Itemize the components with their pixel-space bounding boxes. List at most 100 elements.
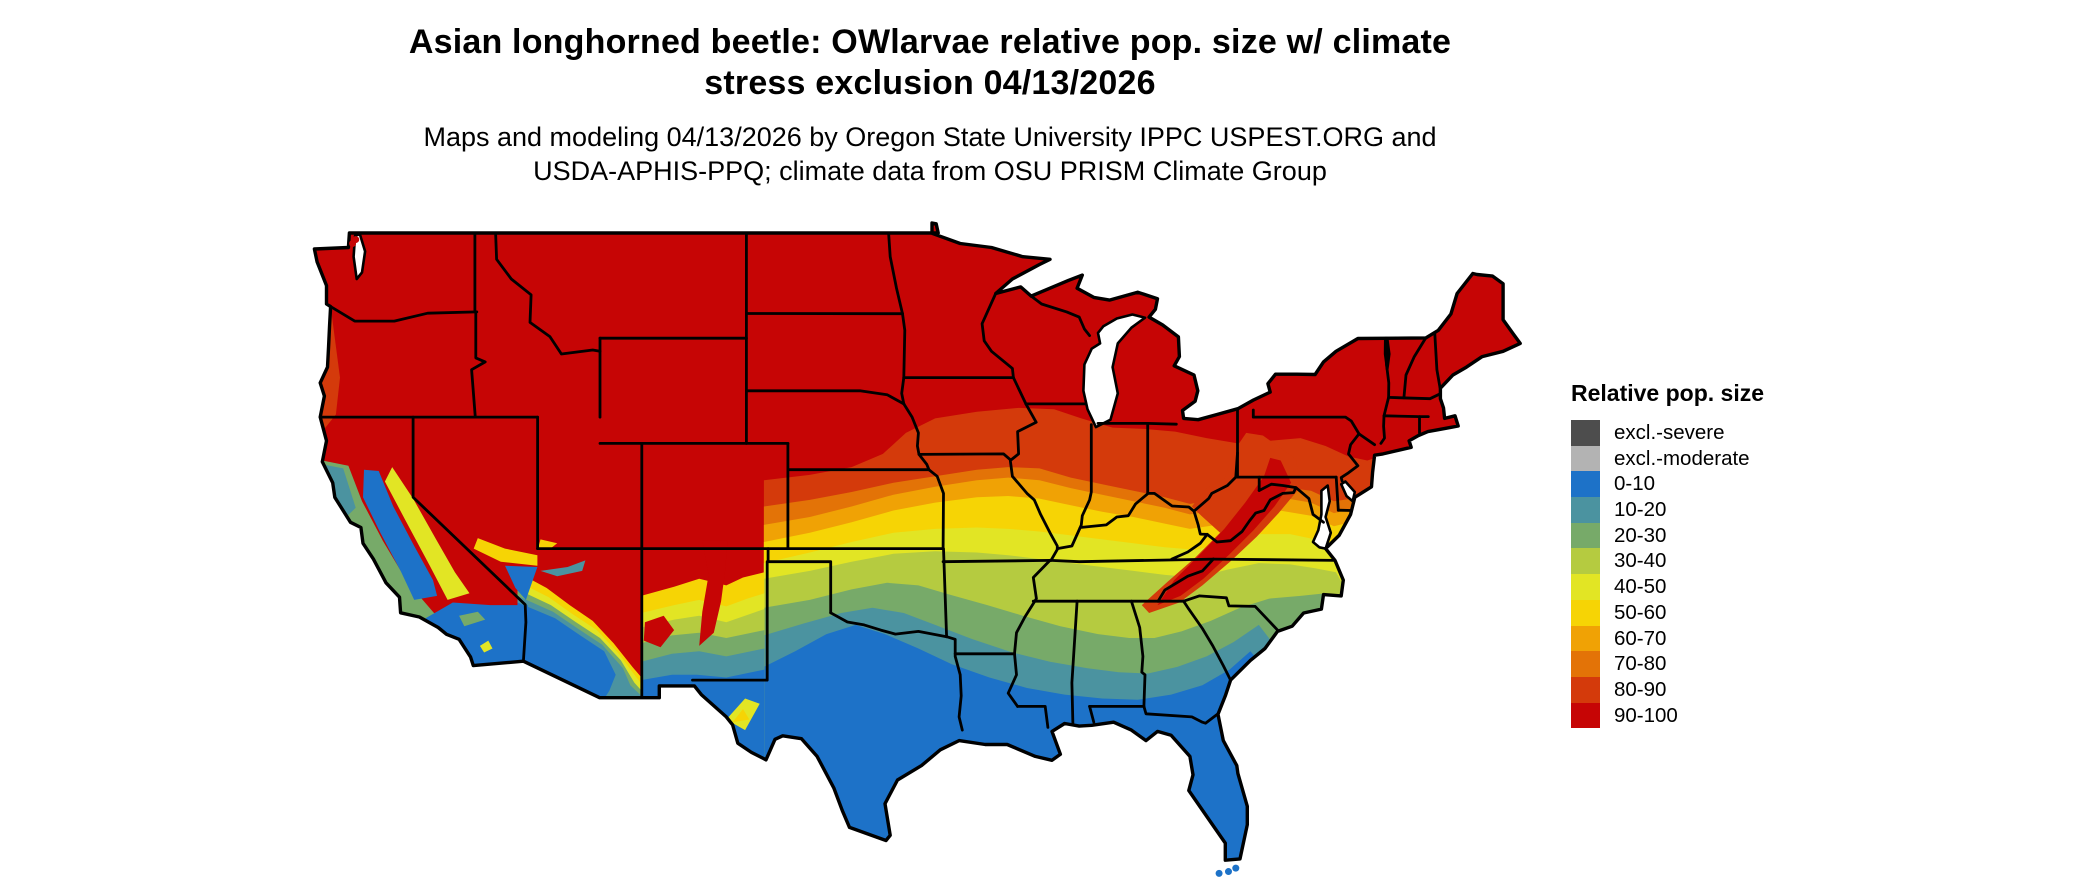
legend-item: 80-90 bbox=[1571, 676, 1764, 703]
island-speck bbox=[1232, 864, 1240, 872]
state-border bbox=[1029, 294, 1091, 338]
legend-item: 70-80 bbox=[1571, 651, 1764, 677]
map-region-40-50 bbox=[479, 640, 493, 653]
state-border bbox=[1070, 599, 1079, 727]
legend-item: excl.-severe bbox=[1571, 420, 1764, 446]
lake bbox=[1339, 480, 1357, 503]
island-speck bbox=[1224, 868, 1232, 876]
state-border bbox=[1170, 532, 1209, 561]
legend-label: 30-40 bbox=[1614, 549, 1667, 573]
legend-label: 10-20 bbox=[1614, 498, 1667, 522]
legend-label: 40-50 bbox=[1614, 575, 1667, 599]
state-border bbox=[1433, 328, 1442, 390]
state-border bbox=[1257, 482, 1325, 524]
legend-label: excl.-moderate bbox=[1614, 446, 1750, 470]
legend-swatch bbox=[1571, 497, 1600, 523]
legend-label: 90-100 bbox=[1614, 703, 1678, 727]
state-border bbox=[1212, 557, 1338, 562]
figure-subtitle-line1: Maps and modeling 04/13/2026 by Oregon S… bbox=[423, 122, 1437, 152]
figure-subtitle: Maps and modeling 04/13/2026 by Oregon S… bbox=[150, 120, 1710, 188]
legend-items: excl.-severe excl.-moderate 0-10 10-20 20-30… bbox=[1571, 420, 1764, 729]
state-border bbox=[1192, 509, 1209, 536]
state-border bbox=[1016, 705, 1050, 729]
state-border bbox=[1088, 705, 1096, 724]
map-water-layer bbox=[352, 233, 1391, 550]
legend-label: 20-30 bbox=[1614, 523, 1667, 547]
state-border bbox=[1387, 392, 1441, 401]
state-border bbox=[1357, 432, 1376, 447]
legend-swatch bbox=[1571, 651, 1600, 677]
legend-swatch bbox=[1571, 574, 1600, 600]
legend-item: 90-100 bbox=[1571, 702, 1764, 729]
state-border bbox=[1049, 557, 1215, 564]
lake bbox=[1082, 313, 1147, 429]
state-border bbox=[980, 292, 1015, 380]
state-border bbox=[1339, 432, 1361, 483]
state-border bbox=[942, 547, 948, 639]
legend-swatch bbox=[1571, 548, 1600, 575]
map-region-0-10 bbox=[363, 469, 438, 600]
state-border bbox=[329, 305, 479, 323]
state-border bbox=[1379, 336, 1391, 445]
state-border bbox=[1251, 408, 1361, 436]
legend-label: excl.-severe bbox=[1614, 421, 1725, 444]
island-speck bbox=[352, 236, 360, 244]
state-border bbox=[1156, 557, 1215, 603]
legend-swatch bbox=[1571, 625, 1600, 652]
state-border bbox=[470, 310, 487, 419]
state-border bbox=[945, 635, 964, 732]
map-region-50-60 bbox=[732, 709, 750, 723]
legend-title: Relative pop. size bbox=[1571, 380, 1765, 406]
state-border bbox=[829, 611, 948, 639]
figure-title-line1: Asian longhorned beetle: OWlarvae relati… bbox=[408, 23, 1452, 61]
legend-label: 80-90 bbox=[1614, 677, 1667, 701]
lake bbox=[1311, 484, 1333, 550]
legend-item: 20-30 bbox=[1571, 522, 1764, 549]
lake bbox=[352, 233, 367, 281]
state-border bbox=[1130, 599, 1147, 708]
state-border bbox=[1008, 402, 1059, 562]
map-region-50-60 bbox=[473, 538, 538, 566]
state-border bbox=[887, 231, 904, 316]
map-region-20-30 bbox=[459, 611, 486, 627]
legend-label: 50-60 bbox=[1614, 600, 1667, 624]
legend-swatch bbox=[1571, 471, 1600, 498]
legend-label: 60-70 bbox=[1614, 626, 1667, 650]
legend-item: 30-40 bbox=[1571, 548, 1764, 575]
state-border bbox=[941, 558, 1052, 564]
state-border bbox=[1006, 558, 1052, 708]
map-region-90-100 bbox=[643, 615, 675, 648]
map-fill-layer bbox=[314, 223, 1521, 861]
legend-item: excl.-moderate bbox=[1571, 445, 1764, 472]
figure-subtitle-line2: USDA-APHIS-PPQ; climate data from OSU PR… bbox=[533, 156, 1327, 186]
legend-label: 70-80 bbox=[1614, 652, 1667, 676]
state-border bbox=[494, 231, 602, 356]
legend-item: 10-20 bbox=[1571, 497, 1764, 523]
legend-item: 50-60 bbox=[1571, 599, 1764, 626]
legend-label: 0-10 bbox=[1614, 472, 1656, 496]
legend-swatch bbox=[1571, 420, 1600, 446]
figure-title-line2: stress exclusion 04/13/2026 bbox=[704, 64, 1156, 102]
state-border bbox=[1142, 705, 1220, 725]
legend-item: 60-70 bbox=[1571, 625, 1764, 652]
state-border bbox=[1055, 451, 1239, 551]
state-border bbox=[766, 547, 833, 615]
state-border bbox=[1205, 486, 1298, 544]
state-border bbox=[1096, 421, 1178, 426]
figure-title: Asian longhorned beetle: OWlarvae relati… bbox=[150, 22, 1710, 104]
legend-swatch bbox=[1571, 445, 1600, 472]
state-borders-layer bbox=[318, 231, 1442, 732]
state-border bbox=[1382, 414, 1430, 419]
state-border bbox=[1182, 599, 1232, 682]
state-border bbox=[917, 452, 1012, 462]
state-border bbox=[691, 560, 769, 682]
legend-swatch bbox=[1571, 522, 1600, 549]
map-region-90-100 bbox=[699, 540, 728, 646]
state-border bbox=[1402, 336, 1428, 400]
island-speck bbox=[1215, 869, 1223, 877]
map-region-10-20 bbox=[540, 560, 586, 577]
state-border bbox=[1078, 423, 1093, 529]
legend: Relative pop. size excl.-severe excl.-mod… bbox=[1571, 380, 1765, 729]
state-border bbox=[927, 468, 945, 551]
